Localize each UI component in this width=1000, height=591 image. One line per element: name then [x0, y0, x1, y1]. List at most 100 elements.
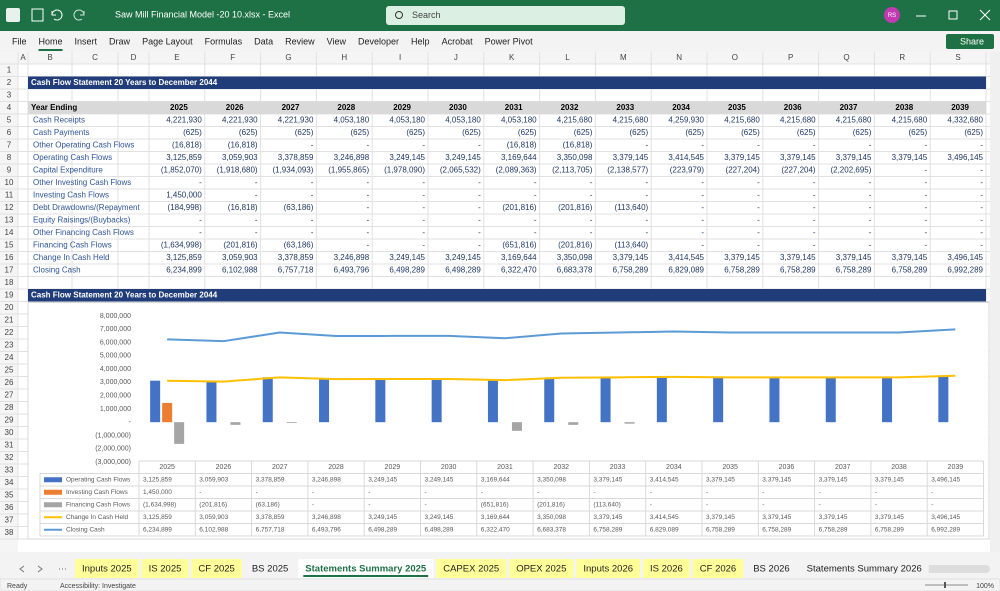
sheet-tab-label[interactable]: Statements Summary 2026 — [807, 564, 922, 575]
table-value: 3,246,898 — [312, 476, 341, 483]
value-cell: - — [813, 140, 816, 149]
value-cell: - — [255, 228, 258, 237]
value-cell: (1,918,680) — [217, 165, 258, 174]
value-cell: 3,496,145 — [947, 253, 983, 262]
value-cell: 4,215,680 — [780, 115, 816, 124]
value-cell: 3,059,903 — [222, 153, 258, 162]
row-header: 27 — [5, 390, 14, 399]
table-value: 3,379,145 — [762, 514, 791, 521]
value-cell: - — [757, 178, 760, 187]
value-cell: (651,816) — [502, 240, 537, 249]
value-cell: - — [478, 203, 481, 212]
value-cell: (2,202,695) — [830, 165, 871, 174]
value-cell: 6,758,289 — [613, 265, 649, 274]
excel-icon[interactable] — [6, 8, 20, 22]
year-header: Year Ending — [31, 103, 77, 112]
ribbon-tab[interactable]: Formulas — [205, 36, 243, 46]
ribbon-tab[interactable]: Page Layout — [142, 36, 193, 46]
sheet-tab-label[interactable]: CF 2025 — [198, 564, 234, 575]
ribbon-tab[interactable]: Draw — [109, 36, 131, 46]
ribbon-tab[interactable]: Insert — [75, 36, 98, 46]
value-cell: (1,978,090) — [384, 165, 425, 174]
ribbon-tab[interactable]: View — [327, 36, 347, 46]
sheet-tab-label[interactable]: CF 2026 — [700, 564, 736, 575]
table-value: 3,379,145 — [706, 514, 735, 521]
table-value: 3,249,145 — [425, 514, 454, 521]
sheet-tab-label[interactable]: OPEX 2025 — [516, 564, 566, 575]
table-value: 3,249,145 — [368, 476, 397, 483]
value-cell: - — [367, 228, 370, 237]
ribbon-tab[interactable]: File — [12, 36, 27, 46]
bar — [162, 403, 172, 422]
table-value: - — [368, 489, 370, 496]
vertical-scrollbar[interactable] — [990, 52, 1000, 552]
value-cell: 3,246,898 — [334, 253, 370, 262]
sheet-tab-label[interactable]: Inputs 2026 — [583, 564, 633, 575]
value-cell: - — [311, 178, 314, 187]
table-value: - — [706, 489, 708, 496]
value-cell: 3,414,545 — [668, 253, 704, 262]
row-header: 12 — [5, 203, 14, 212]
bar — [287, 422, 297, 423]
sheet-tab-label[interactable]: Inputs 2025 — [82, 564, 132, 575]
table-year: 2035 — [722, 464, 738, 471]
value-cell: - — [980, 215, 983, 224]
table-year: 2036 — [779, 464, 795, 471]
row-label: Other Investing Cash Flows — [33, 178, 131, 187]
value-cell: - — [980, 140, 983, 149]
value-cell: - — [534, 228, 537, 237]
value-cell: (1,852,070) — [161, 165, 202, 174]
status-accessibility[interactable]: Accessibility: Investigate — [60, 583, 136, 590]
y-tick-label: (3,000,000) — [95, 459, 131, 466]
ribbon-tab[interactable]: Home — [39, 36, 63, 46]
row-header: 38 — [5, 528, 14, 537]
sheet-tab-label[interactable]: IS 2025 — [149, 564, 182, 575]
share-label[interactable]: Share — [960, 36, 984, 46]
column-header: B — [47, 53, 52, 62]
value-cell: (113,640) — [615, 240, 649, 249]
bar — [625, 422, 635, 424]
row-header: 30 — [5, 428, 14, 437]
value-cell: (625) — [239, 128, 258, 137]
value-cell: (16,818) — [228, 140, 258, 149]
row-header: 11 — [5, 190, 14, 199]
zoom-thumb[interactable] — [944, 582, 946, 588]
value-cell: (625) — [183, 128, 202, 137]
ribbon-tab[interactable]: Power Pivot — [485, 36, 534, 46]
sheet-tab-label[interactable]: CAPEX 2025 — [443, 564, 499, 575]
table-value: - — [425, 501, 427, 508]
ribbon-tab[interactable]: Developer — [358, 36, 399, 46]
value-cell: - — [590, 178, 593, 187]
sheet-tab-label[interactable]: BS 2026 — [753, 564, 789, 575]
row-label: Equity Raisings/(Buybacks) — [33, 215, 131, 224]
value-cell: - — [869, 203, 872, 212]
status-zoom[interactable]: 100% — [976, 583, 994, 590]
tab-more[interactable]: ··· — [58, 563, 67, 573]
table-value: (63,186) — [256, 501, 280, 508]
sheet-tab-label[interactable]: BS 2025 — [252, 564, 288, 575]
value-cell: - — [534, 190, 537, 199]
table-value: - — [650, 501, 652, 508]
ribbon-tab[interactable]: Acrobat — [442, 36, 474, 46]
value-cell: - — [757, 215, 760, 224]
value-cell: 3,379,145 — [892, 153, 928, 162]
table-value: 6,758,289 — [819, 526, 848, 533]
bar — [544, 378, 554, 422]
value-cell: (1,634,998) — [161, 240, 202, 249]
horizontal-scrollbar[interactable] — [925, 565, 990, 573]
value-cell: 6,757,718 — [278, 265, 314, 274]
value-cell: - — [367, 190, 370, 199]
value-cell: (2,065,532) — [440, 165, 481, 174]
sheet-tab-label[interactable]: IS 2026 — [650, 564, 683, 575]
ribbon-tab[interactable]: Data — [254, 36, 273, 46]
row-header: 1 — [7, 65, 12, 74]
value-cell: (63,186) — [284, 240, 314, 249]
ribbon-tab[interactable]: Review — [285, 36, 315, 46]
row-header: 19 — [5, 290, 14, 299]
ribbon-tab[interactable]: Help — [411, 36, 430, 46]
table-year: 2030 — [441, 464, 457, 471]
sheet-tab-label[interactable]: Statements Summary 2025 — [305, 564, 427, 575]
bar — [263, 377, 273, 422]
table-value: 3,059,903 — [199, 476, 228, 483]
value-cell: (184,998) — [168, 203, 203, 212]
